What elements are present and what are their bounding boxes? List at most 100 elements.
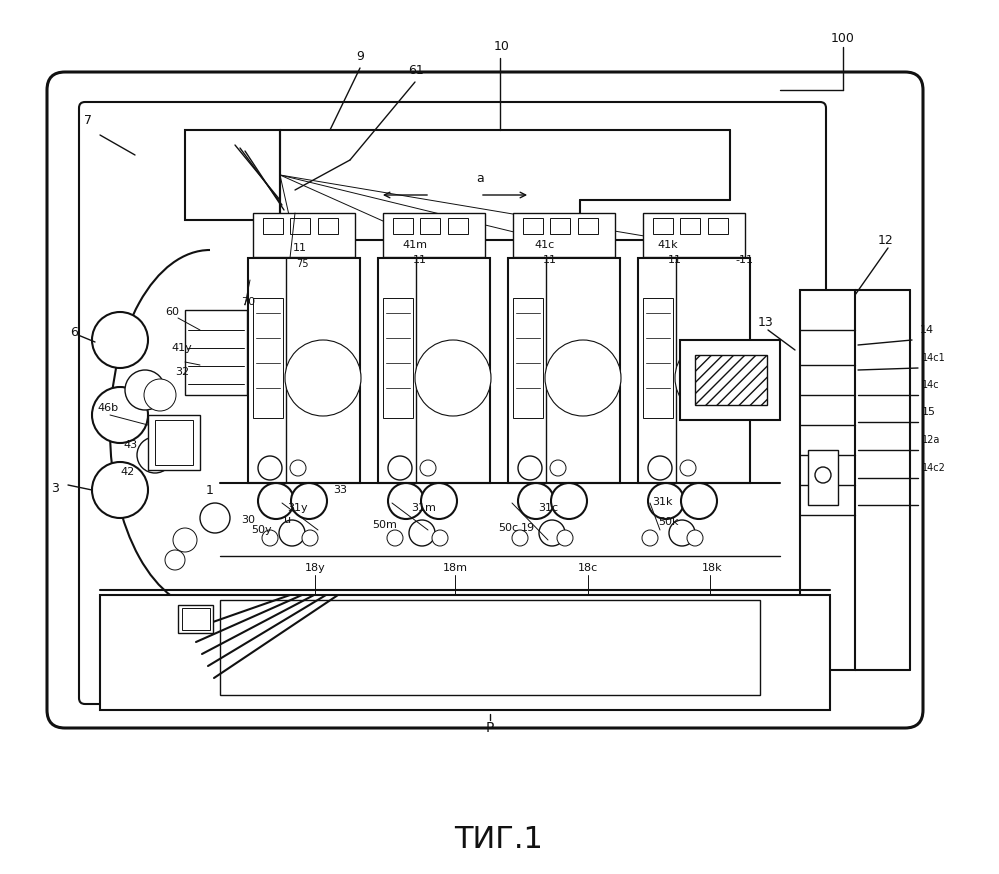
Circle shape: [512, 530, 528, 546]
Text: ΤИГ.1: ΤИГ.1: [455, 826, 543, 855]
Circle shape: [92, 387, 148, 443]
Circle shape: [687, 530, 703, 546]
Text: 11: 11: [668, 255, 682, 265]
Text: 43: 43: [123, 440, 137, 450]
Bar: [643, 298, 673, 418]
Bar: [508, 258, 620, 483]
Bar: [185, 130, 280, 220]
Text: P: P: [486, 721, 495, 735]
Text: a: a: [477, 171, 484, 184]
Bar: [155, 420, 193, 465]
Circle shape: [539, 520, 565, 546]
Text: 14c2: 14c2: [922, 463, 946, 473]
Text: 30: 30: [241, 515, 255, 525]
Text: 50m: 50m: [373, 520, 398, 530]
Circle shape: [680, 460, 696, 476]
Bar: [253, 298, 283, 418]
Circle shape: [258, 456, 282, 480]
Bar: [148, 415, 200, 470]
Circle shape: [648, 483, 684, 519]
Text: 19: 19: [520, 523, 535, 533]
Bar: [448, 218, 468, 234]
Circle shape: [420, 460, 436, 476]
Bar: [653, 218, 673, 234]
Text: u: u: [285, 515, 292, 525]
Bar: [695, 355, 767, 405]
Bar: [378, 258, 490, 483]
Bar: [523, 218, 543, 234]
Bar: [290, 218, 310, 234]
Circle shape: [144, 379, 176, 411]
Bar: [708, 218, 728, 234]
Text: 3: 3: [51, 482, 59, 495]
Bar: [263, 218, 283, 234]
Circle shape: [681, 483, 717, 519]
Text: 41c: 41c: [534, 240, 555, 250]
Bar: [513, 298, 543, 418]
FancyBboxPatch shape: [79, 102, 826, 704]
FancyBboxPatch shape: [47, 72, 923, 728]
Bar: [578, 218, 598, 234]
Text: 15: 15: [922, 407, 936, 417]
Text: 42: 42: [121, 467, 135, 477]
Circle shape: [432, 530, 448, 546]
Circle shape: [291, 483, 327, 519]
Circle shape: [545, 340, 621, 416]
Text: 61: 61: [409, 65, 424, 78]
Bar: [808, 450, 838, 505]
Bar: [643, 213, 745, 257]
Bar: [253, 213, 355, 257]
Text: 11: 11: [543, 255, 557, 265]
Circle shape: [165, 550, 185, 570]
Text: 33: 33: [333, 485, 347, 495]
Text: 60: 60: [165, 307, 179, 317]
Circle shape: [518, 483, 554, 519]
Text: 50y: 50y: [252, 525, 273, 535]
Text: 7: 7: [84, 114, 92, 127]
Circle shape: [173, 528, 197, 552]
Text: 32: 32: [175, 367, 189, 377]
Text: 6: 6: [70, 325, 78, 338]
Text: 14c1: 14c1: [922, 353, 946, 363]
Text: 10: 10: [495, 39, 509, 52]
Text: 13: 13: [758, 316, 774, 329]
Bar: [182, 608, 210, 630]
Text: 31c: 31c: [537, 503, 558, 513]
Text: 11: 11: [293, 243, 307, 253]
Text: 1: 1: [206, 483, 214, 496]
Circle shape: [92, 462, 148, 518]
Text: 9: 9: [356, 50, 364, 63]
Text: -11: -11: [735, 255, 753, 265]
Text: 46b: 46b: [98, 403, 119, 413]
Text: 31y: 31y: [288, 503, 309, 513]
Text: 50c: 50c: [498, 523, 518, 533]
Bar: [383, 213, 485, 257]
Text: 41k: 41k: [657, 240, 678, 250]
Circle shape: [550, 460, 566, 476]
Circle shape: [815, 467, 831, 483]
Text: 18k: 18k: [701, 563, 722, 573]
Bar: [185, 310, 247, 395]
Bar: [220, 600, 760, 695]
Circle shape: [279, 520, 305, 546]
Bar: [178, 605, 213, 633]
Circle shape: [415, 340, 491, 416]
Circle shape: [262, 530, 278, 546]
Bar: [638, 258, 750, 483]
Circle shape: [669, 520, 695, 546]
Text: 75: 75: [296, 259, 309, 269]
Bar: [318, 218, 338, 234]
Bar: [680, 218, 700, 234]
Text: 12: 12: [878, 233, 894, 246]
Circle shape: [137, 437, 173, 473]
Circle shape: [518, 456, 542, 480]
Bar: [550, 218, 570, 234]
Text: 14: 14: [920, 325, 934, 335]
Circle shape: [387, 530, 403, 546]
Circle shape: [258, 483, 294, 519]
Circle shape: [648, 456, 672, 480]
Circle shape: [642, 530, 658, 546]
Circle shape: [388, 456, 412, 480]
Circle shape: [557, 530, 573, 546]
Bar: [680, 340, 780, 420]
